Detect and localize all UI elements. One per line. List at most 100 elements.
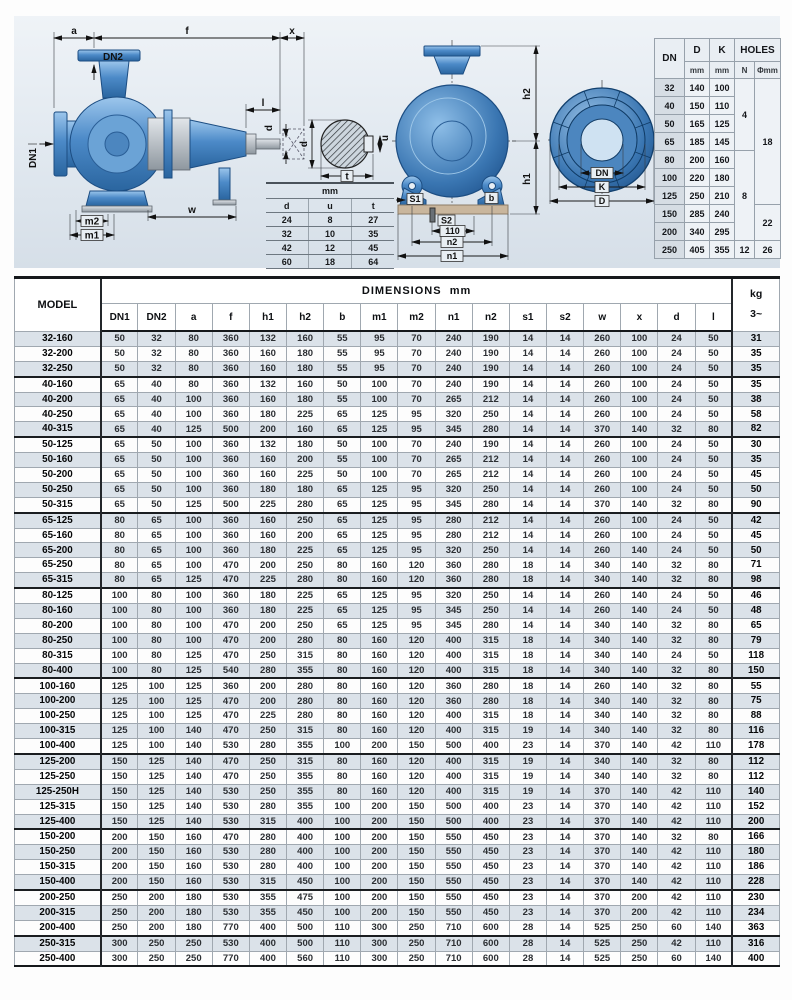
dim-label-f: f xyxy=(185,26,189,37)
dim-label-dn2: DN2 xyxy=(103,52,123,63)
table-row: 50 165 125 xyxy=(654,114,781,133)
table-row: 40-250 65 40 100 360 180 225 65 125 95 320 250 14 14 2… xyxy=(13,406,781,423)
dimensions-title: DIMENSIONS mm xyxy=(100,277,733,304)
table-row: 250 405 355 12 26 xyxy=(654,240,782,259)
col-header-b: b xyxy=(323,303,362,332)
table-row: 125-315 150 125 140 530 280 355 100 200 150 500 400… xyxy=(13,798,781,815)
table-row: 65-160 80 65 100 360 160 200 65 125 95 280 212 14 14 2… xyxy=(13,527,781,544)
table-row: 150-200 200 150 160 470 280 400 100 200 150 550 450… xyxy=(13,828,781,846)
table-row: 80-200 100 80 100 470 200 250 65 125 95 345 280 14 14… xyxy=(13,617,781,634)
table-row: 50-250 65 50 100 360 180 180 65 125 95 320 250 14 14 2… xyxy=(13,481,781,498)
shaft-section-drawing: d u t xyxy=(299,119,391,183)
dim-label-s2: S2 xyxy=(441,216,452,226)
flange-col-k: K xyxy=(709,38,735,62)
col-header-DN1: DN1 xyxy=(100,303,139,332)
col-header-s2: s2 xyxy=(546,303,585,332)
table-row: 100-315 125 100 140 470 250 315 80 160 120 400 315 1… xyxy=(13,723,781,740)
flange-sub-mm-k: mm xyxy=(709,61,735,79)
table-row: 50-125 65 50 100 360 132 180 50 100 70 240 190 14 14 2… xyxy=(13,436,781,454)
col-header-n2: n2 xyxy=(471,303,510,332)
table-row: 40-200 65 40 100 360 160 180 55 100 70 265 212 14 14 2… xyxy=(13,391,781,408)
table-row: 80-125 100 80 100 360 180 225 65 125 95 320 250 14 14… xyxy=(13,587,781,605)
dim-label-d-shaft: d xyxy=(264,125,275,131)
col-header-DN2: DN2 xyxy=(137,303,176,332)
flange-col-d: D xyxy=(684,38,710,62)
dimensions-table: MODEL DIMENSIONS mm kg 3~ DN1 DN2 a f h1 h2 b m1… xyxy=(13,276,781,968)
table-row: 100 220 180 xyxy=(654,168,781,187)
dimension-column-letters: DN1 DN2 a f h1 h2 b m1 m2 n1 n2 s1 s2 w x d l xyxy=(15,303,780,332)
table-row: 65-125 80 65 100 360 160 250 65 125 95 280 212 14 14 2… xyxy=(13,511,781,529)
col-header-s1: s1 xyxy=(508,303,548,332)
dim-label-shaft-d: d xyxy=(299,141,310,147)
shaft-col-t: t xyxy=(351,198,394,213)
dim-label-a: a xyxy=(71,26,77,37)
table-row: 100-400 125 100 140 530 280 355 100 200 150 500 400… xyxy=(13,738,781,755)
dim-label-dn1: DN1 xyxy=(28,148,39,168)
dim-label-b: b xyxy=(489,193,495,203)
dim-label-m1: m1 xyxy=(85,231,100,242)
table-row: 80-400 100 80 125 540 280 355 80 160 120 400 315 18 1… xyxy=(13,662,781,679)
col-header-h2: h2 xyxy=(286,303,325,332)
dim-label-flange-k: K xyxy=(599,182,606,192)
pump-side-view-drawing: a f x DN2 DN1 l d m2 m1 xyxy=(28,26,305,242)
table-row: 125-400 150 125 140 530 315 400 100 200 150 500 400… xyxy=(13,813,781,830)
dim-label-n1: n1 xyxy=(447,251,458,261)
table-row: 125-250H 150 125 140 530 250 355 80 160 120 400 315… xyxy=(13,783,781,800)
table-row: 50-315 65 50 125 500 225 280 65 125 95 345 280 14 14 3… xyxy=(13,496,781,514)
table-row: 125-250 150 125 140 470 250 355 80 160 120 400 315 1… xyxy=(13,768,781,785)
table-row: 80-250 100 80 100 470 200 280 80 160 120 400 315 18 1… xyxy=(13,632,781,649)
table-row: 32-160 50 32 80 360 132 160 55 95 70 240 190 14 14 260… xyxy=(13,330,781,347)
table-row: 32-250 50 32 80 360 160 180 55 95 70 240 190 14 14 260… xyxy=(13,360,781,378)
table-row: 80-315 100 80 125 470 250 315 80 160 120 400 315 18 1… xyxy=(13,647,781,664)
table-row: 42 12 45 xyxy=(266,240,394,255)
table-row: 125-200 150 125 140 470 250 315 80 160 120 400 315 1… xyxy=(13,752,781,770)
table-row: 40 150 110 xyxy=(654,96,781,115)
table-row: 200-250 250 200 180 530 355 475 100 200 150 550 450… xyxy=(13,888,781,906)
col-header-x: x xyxy=(620,303,659,332)
table-row: 200-315 250 200 180 530 355 450 100 200 150 550 450… xyxy=(13,904,781,921)
table-row: 40-160 65 40 80 360 132 160 50 100 70 240 190 14 14 26… xyxy=(13,375,781,393)
dim-label-flange-dn: DN xyxy=(596,168,609,178)
shaft-table-unit: mm xyxy=(266,182,394,199)
table-row: 80-160 100 80 100 360 180 225 65 125 95 345 250 14 14… xyxy=(13,603,781,619)
flange-dimensions-table: DN D K HOLES mm mm N Φmm 32 140 100 4 18 40 15… xyxy=(654,38,782,259)
dim-label-h1: h1 xyxy=(522,173,533,185)
table-row: 150-315 200 150 160 530 280 400 100 200 150 550 450… xyxy=(13,859,781,876)
dim-label-l: l xyxy=(262,98,265,109)
dim-label-m2: m2 xyxy=(85,217,100,228)
table-row: 32 140 100 4 18 xyxy=(654,78,782,205)
dim-label-flange-d: D xyxy=(599,196,606,206)
model-column-header: MODEL xyxy=(13,277,102,332)
col-header-a: a xyxy=(174,303,213,332)
table-row: 200-400 250 200 180 770 400 500 110 300 250 710 600… xyxy=(13,919,781,937)
col-header-h1: h1 xyxy=(248,303,288,332)
table-row: 50-200 65 50 100 360 160 225 50 100 70 265 212 14 14 2… xyxy=(13,467,781,483)
dim-label-x: x xyxy=(289,26,295,37)
col-header-m1: m1 xyxy=(360,303,399,332)
table-row: 32 10 35 xyxy=(266,226,394,241)
col-header-m2: m2 xyxy=(397,303,436,332)
flange-col-dn: DN xyxy=(654,38,685,79)
table-row: 150-250 200 150 160 530 280 400 100 200 150 550 450… xyxy=(13,844,781,861)
table-row: 150-400 200 150 160 530 315 450 100 200 150 550 450… xyxy=(13,874,781,891)
table-row: 250-400 300 250 250 770 400 560 110 300 250 710 600… xyxy=(13,950,781,967)
table-row: 65 185 145 xyxy=(654,132,781,151)
col-header-l: l xyxy=(694,303,733,332)
dim-label-n2: n2 xyxy=(447,237,458,247)
dim-label-h2: h2 xyxy=(522,88,533,100)
col-header-n1: n1 xyxy=(434,303,473,332)
table-row: 65-315 80 65 125 470 225 280 80 160 120 360 280 18 14… xyxy=(13,572,781,589)
dim-label-w: w xyxy=(187,205,196,216)
shaft-col-d: d xyxy=(266,198,308,213)
flange-sub-mm-d: mm xyxy=(684,61,710,79)
dim-label-shaft-t: t xyxy=(345,172,349,183)
flange-view-drawing: DN K D xyxy=(548,80,658,207)
shaft-col-u: u xyxy=(307,198,352,213)
table-row: 65-200 80 65 100 360 180 225 65 125 95 320 250 14 14 2… xyxy=(13,542,781,559)
dim-label-110: 110 xyxy=(445,226,460,236)
table-row: 100-250 125 100 125 470 225 280 80 160 120 400 315 1… xyxy=(13,708,781,725)
dim-label-s1: S1 xyxy=(409,194,420,204)
